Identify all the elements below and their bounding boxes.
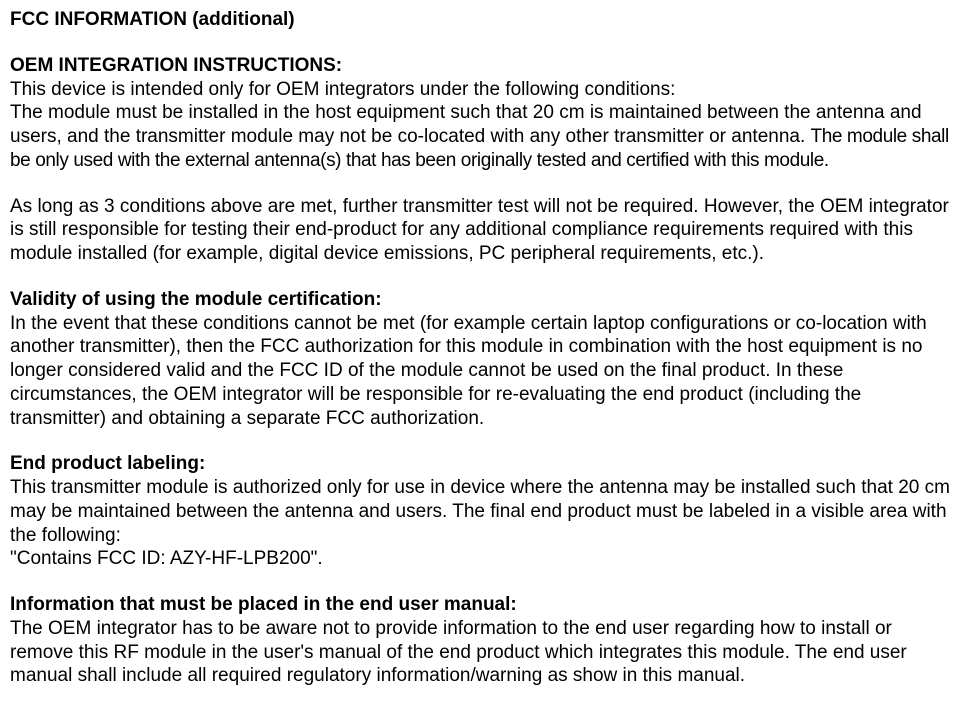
oem-heading: OEM INTEGRATION INSTRUCTIONS: — [10, 54, 956, 78]
oem-line-2a: The module must be installed in the host… — [10, 102, 922, 147]
validity-heading: Validity of using the module certificati… — [10, 288, 956, 312]
doc-title: FCC INFORMATION (additional) — [10, 8, 956, 32]
oem-para-2: As long as 3 conditions above are met, f… — [10, 195, 956, 266]
enduser-body: The OEM integrator has to be aware not t… — [10, 617, 956, 688]
validity-body: In the event that these conditions canno… — [10, 312, 956, 431]
oem-line-1: This device is intended only for OEM int… — [10, 78, 956, 102]
enduser-heading: Information that must be placed in the e… — [10, 593, 956, 617]
oem-line-2: The module must be installed in the host… — [10, 101, 956, 172]
endlabel-heading: End product labeling: — [10, 452, 956, 476]
endlabel-body: This transmitter module is authorized on… — [10, 476, 956, 547]
endlabel-contains: "Contains FCC ID: AZY-HF-LPB200". — [10, 547, 956, 571]
